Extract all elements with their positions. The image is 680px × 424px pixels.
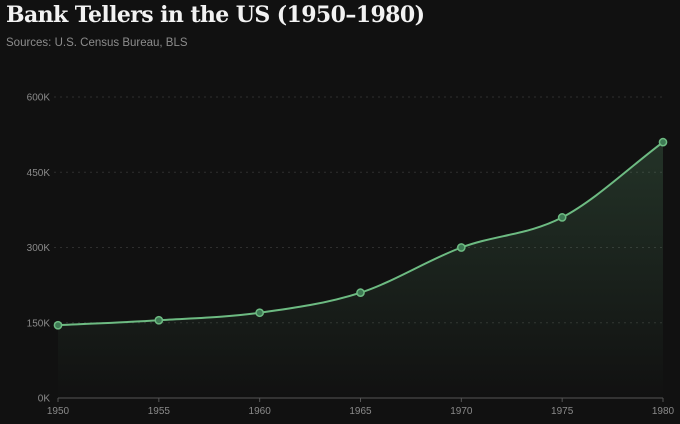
data-point bbox=[356, 288, 365, 297]
area-fill bbox=[58, 142, 663, 398]
y-axis-labels: 0K 150K 300K 450K 600K bbox=[27, 93, 51, 405]
data-point bbox=[255, 308, 265, 318]
x-tick-label: 1950 bbox=[47, 406, 70, 417]
data-point bbox=[154, 315, 164, 325]
chart-subtitle: Sources: U.S. Census Bureau, BLS bbox=[6, 37, 188, 49]
y-tick-label: 600K bbox=[27, 93, 51, 104]
x-axis: 1950 1955 1960 1965 1970 1975 1980 bbox=[47, 397, 675, 417]
x-tick-label: 1965 bbox=[349, 406, 372, 417]
y-tick-label: 300K bbox=[27, 243, 51, 254]
x-tick-label: 1980 bbox=[652, 406, 675, 417]
data-point bbox=[456, 243, 466, 252]
x-tick-label: 1970 bbox=[450, 406, 473, 417]
x-tick-label: 1955 bbox=[148, 406, 171, 417]
data-points bbox=[53, 137, 668, 330]
y-tick-label: 150K bbox=[27, 318, 51, 329]
x-tick-label: 1960 bbox=[249, 406, 272, 417]
y-tick-label: 0K bbox=[38, 394, 51, 405]
data-point bbox=[53, 320, 63, 330]
area-layer bbox=[58, 142, 663, 398]
data-point bbox=[658, 137, 668, 147]
y-tick-label: 450K bbox=[27, 168, 51, 179]
x-tick-label: 1975 bbox=[551, 406, 574, 417]
page-title: Bank Tellers in the US (1950–1980) bbox=[6, 2, 425, 28]
data-point bbox=[557, 213, 567, 222]
